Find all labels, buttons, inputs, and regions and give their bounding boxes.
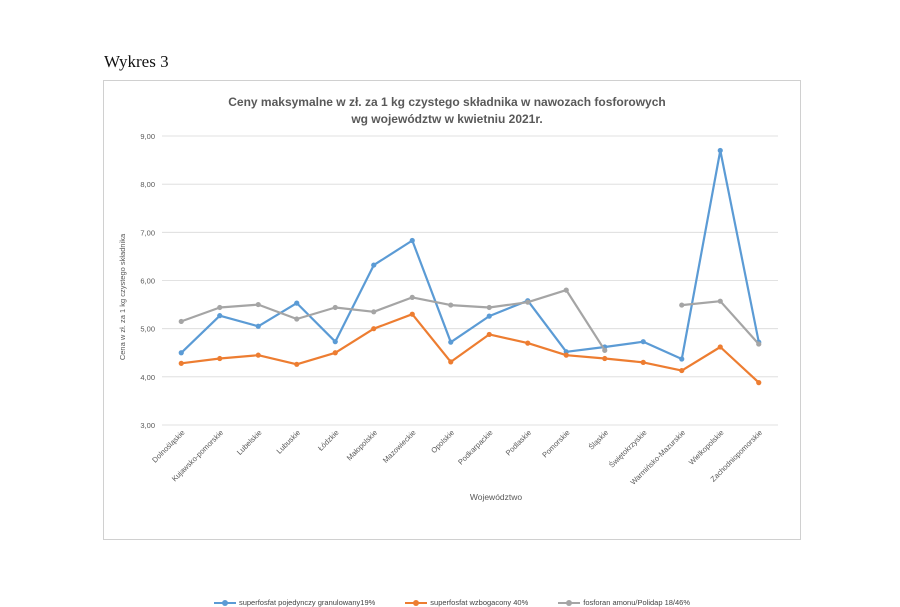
data-point: [217, 313, 223, 319]
data-point: [486, 304, 492, 311]
data-point: [332, 304, 338, 311]
series-lines: [178, 147, 762, 386]
data-point: [294, 316, 300, 322]
data-point: [255, 352, 261, 358]
y-axis-label: Cena w zł. za 1 kg czystego składnika: [118, 233, 127, 360]
y-tick-label: 7,00: [140, 228, 155, 237]
line-chart: Ceny maksymalne w zł. za 1 kg czystego s…: [118, 95, 778, 502]
data-point: [178, 350, 184, 356]
legend: superfosfat pojedynczy granulowany19% sup…: [104, 598, 800, 607]
data-point: [525, 340, 531, 346]
data-point: [563, 287, 569, 293]
x-tick-label: Opolskie: [429, 428, 456, 455]
y-tick-label: 5,00: [140, 325, 155, 334]
x-tick-label: Śląskie: [587, 428, 610, 451]
x-tick-label: Świętokrzyskie: [607, 428, 648, 469]
x-tick-label: Łódzkie: [316, 428, 341, 453]
x-axis-label: Województwo: [470, 492, 523, 502]
x-tick-label: Pomorskie: [540, 428, 571, 459]
data-point: [640, 339, 646, 345]
chart-title: Ceny maksymalne w zł. za 1 kg czystego s…: [228, 95, 665, 109]
data-point: [255, 301, 261, 308]
data-point: [602, 355, 608, 362]
series-line: [180, 289, 606, 351]
legend-item: superfosfat wzbogacony 40%: [405, 598, 528, 607]
data-point: [332, 350, 338, 356]
data-point: [756, 341, 762, 347]
data-point: [486, 313, 492, 319]
data-point: [679, 302, 685, 308]
x-tick-label: Wielkopolskie: [687, 428, 726, 467]
chart-frame: Ceny maksymalne w zł. za 1 kg czystego s…: [103, 80, 801, 607]
data-point: [332, 339, 338, 345]
legend-label: superfosfat wzbogacony 40%: [430, 598, 529, 607]
data-point: [679, 367, 685, 374]
series-line: [180, 149, 760, 361]
y-tick-label: 4,00: [140, 373, 155, 382]
data-point: [756, 380, 762, 386]
y-tick-label: 6,00: [140, 277, 155, 286]
series-1: [178, 147, 762, 362]
data-point: [602, 347, 608, 353]
y-axis-ticks: 9,00 8,00 7,00 6,00 5,00 4,00 3,00: [140, 132, 155, 430]
legend-label: superfosfat pojedynczy granulowany19%: [238, 598, 376, 607]
x-tick-label: Małopolskie: [345, 428, 379, 462]
data-point: [371, 326, 377, 332]
data-point: [409, 237, 415, 244]
y-tick-label: 8,00: [140, 180, 155, 189]
series-3: [178, 287, 762, 353]
data-point: [448, 339, 454, 345]
data-point: [717, 147, 723, 154]
data-point: [717, 344, 723, 350]
x-tick-label: Mazowieckie: [381, 428, 418, 465]
series-line: [181, 313, 760, 384]
data-point: [409, 311, 415, 317]
data-point: [294, 361, 300, 367]
x-tick-label: Lubuskie: [275, 428, 303, 456]
data-point: [563, 352, 569, 358]
data-point: [486, 331, 492, 338]
data-point: [448, 359, 454, 365]
x-tick-label: Lubelskie: [235, 428, 264, 457]
data-point: [217, 304, 223, 311]
data-point: [255, 323, 261, 329]
legend-item: superfosfat pojedynczy granulowany19%: [213, 598, 376, 607]
y-tick-label: 9,00: [140, 132, 155, 141]
data-point: [178, 318, 184, 325]
data-point: [371, 309, 377, 315]
data-point: [448, 302, 454, 308]
chart-subtitle: wg województw w kwietniu 2021r.: [350, 112, 542, 126]
data-point: [409, 294, 415, 300]
x-tick-label: Dolnośląskie: [150, 428, 186, 464]
legend-label: fosforan amonu/Polidap 18/46%: [583, 598, 691, 607]
gridlines: [162, 135, 778, 426]
series-line: [681, 300, 760, 345]
legend-item: fosforan amonu/Polidap 18/46%: [558, 598, 690, 607]
data-point: [294, 300, 300, 306]
data-point: [679, 356, 685, 362]
data-point: [717, 298, 723, 304]
data-point: [525, 299, 531, 305]
x-tick-label: Podkarpackie: [456, 428, 495, 467]
data-point: [371, 262, 377, 268]
series-2: [178, 311, 762, 386]
page-heading: Wykres 3: [104, 52, 169, 71]
y-tick-label: 3,00: [140, 421, 155, 430]
data-point: [178, 360, 184, 366]
data-point: [640, 359, 646, 365]
x-tick-label: Podlaskie: [504, 428, 533, 457]
data-point: [217, 355, 223, 362]
